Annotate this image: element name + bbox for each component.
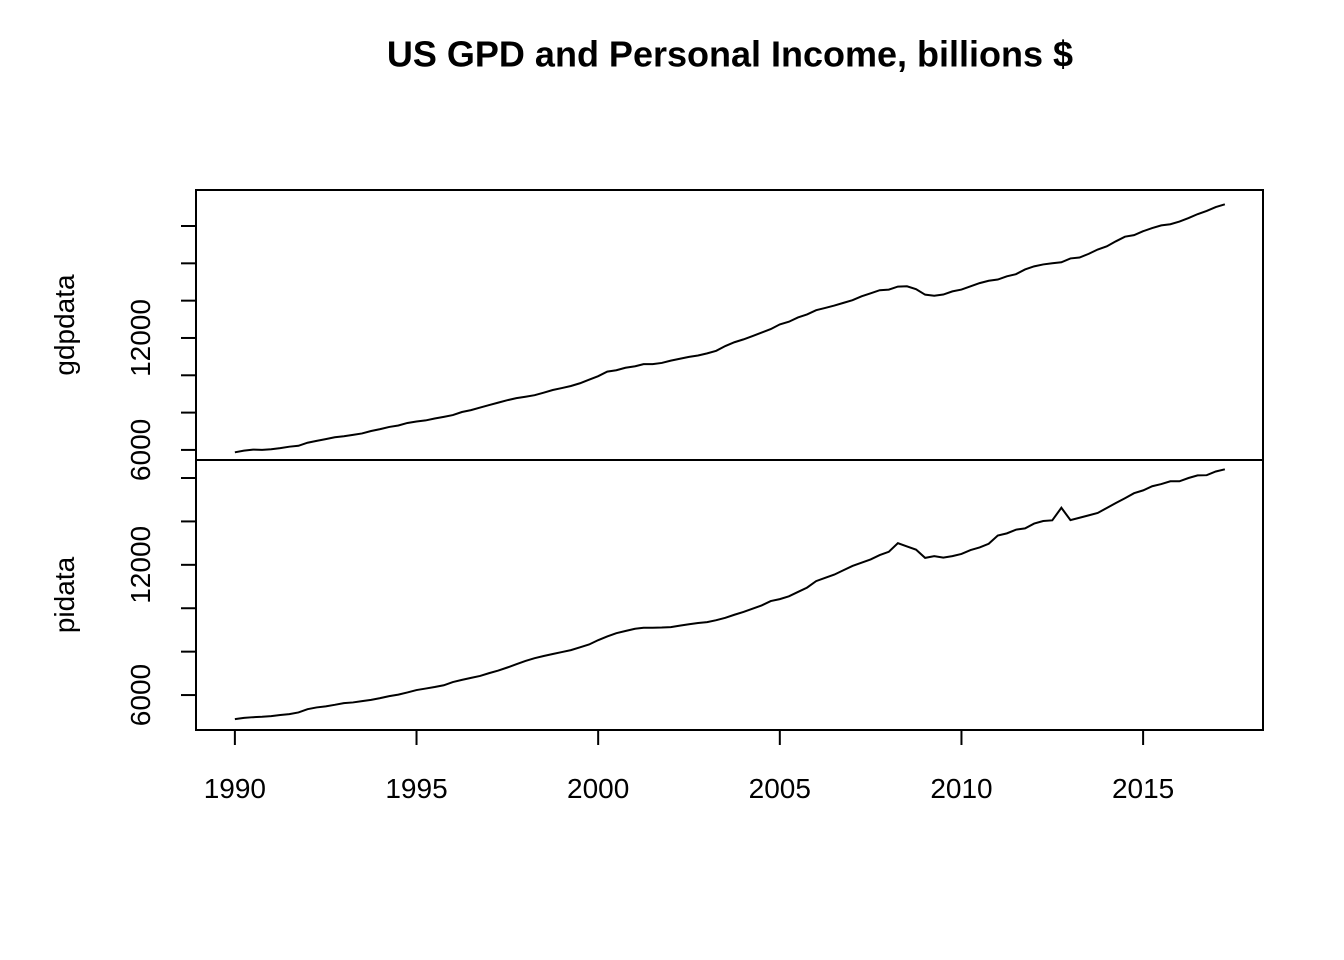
panel-frame [195,189,1264,461]
panel-frame [195,459,1264,731]
y-tick-label: 12000 [125,526,156,604]
x-tick-label: 1990 [204,773,266,804]
x-tick-label: 2015 [1112,773,1174,804]
x-tick-label: 2010 [930,773,992,804]
y-tick-label: 12000 [125,299,156,377]
series-line [234,203,1226,454]
y-tick-label: 6000 [125,419,156,481]
x-tick-label: 2005 [749,773,811,804]
x-tick-label: 1995 [385,773,447,804]
chart-title: US GPD and Personal Income, billions $ [387,34,1073,75]
x-tick-label: 2000 [567,773,629,804]
series-line [234,468,1226,721]
y-axis-label: gdpdata [49,274,80,376]
y-axis-label: pidata [49,556,80,633]
y-tick-label: 6000 [125,664,156,726]
